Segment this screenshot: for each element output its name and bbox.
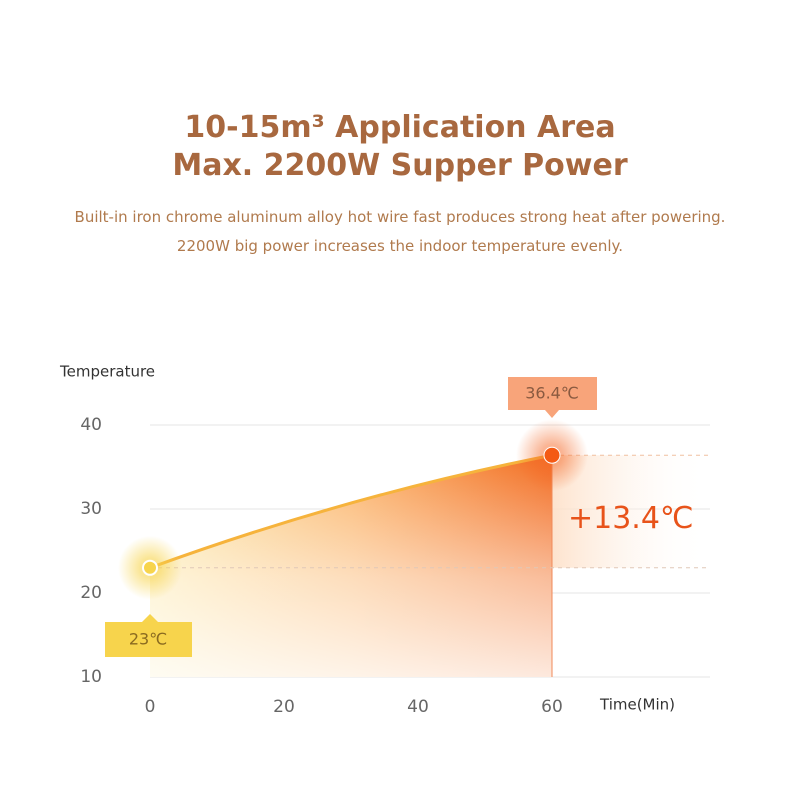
x-axis-label: Time(Min) <box>599 696 675 714</box>
subtitle: 2200W big power increases the indoor tem… <box>176 237 624 255</box>
area-fade <box>150 455 552 677</box>
x-tick-label: 0 <box>145 697 156 717</box>
y-tick-label: 10 <box>80 667 102 687</box>
line <box>149 453 553 570</box>
x-tick-label: 20 <box>273 697 295 717</box>
y-axis-label: Temperature <box>59 363 155 381</box>
y-tick-label: 20 <box>80 583 102 603</box>
point <box>142 559 158 576</box>
label-box <box>508 377 597 418</box>
label-box <box>105 614 192 657</box>
annotation: +13.4℃ <box>568 501 694 536</box>
x-tick-label: 40 <box>407 697 429 717</box>
point <box>543 446 561 464</box>
y-tick-label: 40 <box>80 415 102 435</box>
value-label: 36.4℃ <box>525 384 579 403</box>
subtitle: Built-in iron chrome aluminum alloy hot … <box>74 208 726 226</box>
title: 10-15m³ Application Area <box>184 110 616 145</box>
value-label: 23℃ <box>129 630 167 649</box>
x-tick-label: 60 <box>541 697 563 717</box>
title: Max. 2200W Supper Power <box>172 148 628 183</box>
y-tick-label: 30 <box>80 499 102 519</box>
